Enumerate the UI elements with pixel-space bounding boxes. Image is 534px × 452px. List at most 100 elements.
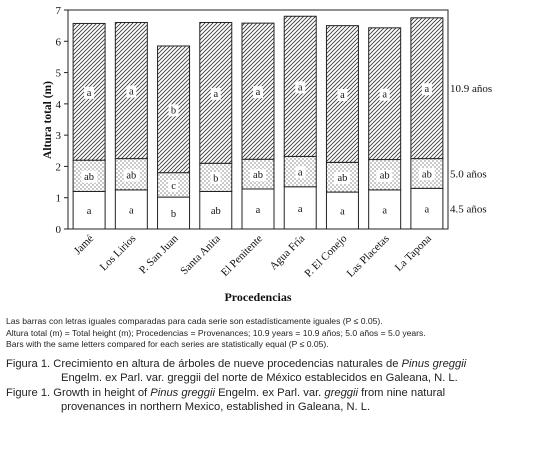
data-label-bg xyxy=(334,172,351,185)
caption-en-mid: Engelm. ex Parl. var. xyxy=(214,386,325,399)
data-label: ab xyxy=(84,172,94,183)
data-label: ab xyxy=(126,170,136,181)
x-tick-label: El Penitente xyxy=(219,233,265,279)
data-label: b xyxy=(171,209,176,220)
data-label: ab xyxy=(211,206,221,217)
data-label-bg xyxy=(81,170,98,183)
data-label-bg xyxy=(421,203,432,216)
data-label-bg xyxy=(84,86,95,99)
data-label-bg xyxy=(126,85,137,98)
data-label-bg xyxy=(168,208,179,221)
series-labels: 4.5 años 5.0 años 10.9 años xyxy=(450,83,492,215)
data-label-bg xyxy=(168,104,179,117)
data-label-bg xyxy=(421,83,432,96)
data-label: a xyxy=(129,205,134,216)
caption-en-variety: greggii xyxy=(324,386,358,399)
data-label: a xyxy=(298,204,303,215)
data-label-bg xyxy=(207,205,224,218)
x-tick-label: Las Placetas xyxy=(345,233,392,280)
data-label-bg xyxy=(376,169,393,182)
data-label: a xyxy=(425,205,430,216)
data-label: a xyxy=(213,89,218,100)
data-label-bg xyxy=(337,89,348,102)
data-label: a xyxy=(425,84,430,95)
data-label-bg xyxy=(295,202,306,215)
note-en: Bars with the same letters compared for … xyxy=(6,339,329,349)
data-label-bg xyxy=(295,81,306,94)
data-label: a xyxy=(298,168,303,179)
data-label-bg xyxy=(84,205,95,218)
y-tick-label: 6 xyxy=(56,36,62,48)
data-label-bg xyxy=(418,168,435,181)
series-label: 5.0 años xyxy=(450,168,487,180)
data-label: b xyxy=(171,105,176,116)
caption-en-post: from nine natural xyxy=(358,386,446,399)
caption-en-label: Figure 1. xyxy=(6,386,51,399)
series-label: 10.9 años xyxy=(450,83,492,95)
data-label: a xyxy=(256,87,261,98)
data-label-bg xyxy=(250,169,266,182)
y-tick-label: 7 xyxy=(56,5,62,17)
x-axis-title: Procedencias xyxy=(224,290,291,304)
data-label: ab xyxy=(422,169,432,180)
caption-area: Las barras con letras iguales comparadas… xyxy=(6,316,530,415)
figure-caption-es: Figura 1. Crecimiento en altura de árbol… xyxy=(6,357,530,386)
series-label: 4.5 años xyxy=(450,204,487,216)
caption-en-pre: Growth in height of xyxy=(50,386,151,399)
data-label-bg xyxy=(126,204,137,217)
data-label-bg xyxy=(123,169,140,182)
x-tick-label: P. San Juan xyxy=(137,232,181,276)
data-label: a xyxy=(382,90,387,101)
caption-es-post: Engelm. ex Parl. var. greggii del norte … xyxy=(61,372,458,384)
data-label: a xyxy=(382,205,387,216)
data-label: a xyxy=(298,82,303,93)
data-label: a xyxy=(340,90,345,101)
figure-caption-en: Figure 1. Growth in height of Pinus greg… xyxy=(6,386,530,415)
data-label-bg xyxy=(210,87,221,100)
data-label: a xyxy=(340,207,345,218)
bar-segment xyxy=(410,17,444,160)
data-label-bg xyxy=(295,166,306,179)
x-tick-label: Jamé xyxy=(72,233,97,258)
data-label: ab xyxy=(337,173,347,184)
bar-segment xyxy=(72,190,106,230)
y-axis: 0 1 2 3 4 5 6 7 xyxy=(56,5,68,236)
data-label: a xyxy=(87,88,92,99)
data-label: ab xyxy=(380,171,390,182)
y-tick-label: 2 xyxy=(56,161,62,173)
data-label: c xyxy=(171,181,176,192)
x-tick-label: Santa Anita xyxy=(178,233,223,278)
x-tick-label: Los Lirios xyxy=(98,233,139,274)
caption-en-line2: provenances in northern Mexico, establis… xyxy=(61,401,371,413)
y-tick-label: 0 xyxy=(56,224,62,236)
data-label: ab xyxy=(253,170,263,181)
note-translation: Altura total (m) = Total height (m); Pro… xyxy=(6,327,426,338)
x-tick-label: La Tapona xyxy=(393,233,434,274)
caption-es-label: Figura 1. xyxy=(6,357,51,370)
y-axis-title: Altura total (m) xyxy=(42,81,54,159)
x-tick-label: Agua Fría xyxy=(268,233,308,273)
caption-es-pre: Crecimiento en altura de árboles de nuev… xyxy=(50,357,402,370)
data-label-bg xyxy=(253,86,263,99)
data-label-bg xyxy=(168,179,179,192)
caption-en-species: Pinus greggii xyxy=(150,386,215,399)
data-label-bg xyxy=(253,203,263,216)
x-tick-label: P. El Conejo xyxy=(302,232,350,280)
y-tick-label: 5 xyxy=(56,68,62,80)
data-label: a xyxy=(256,205,261,216)
data-label-bg xyxy=(210,172,221,185)
note-es: Las barras con letras iguales comparadas… xyxy=(6,316,383,326)
data-label-bg xyxy=(337,205,348,218)
data-label: a xyxy=(87,206,92,217)
data-label-bg xyxy=(379,88,390,101)
caption-es-species: Pinus greggii xyxy=(401,357,467,370)
y-tick-label: 3 xyxy=(56,130,62,142)
y-tick-label: 1 xyxy=(56,193,62,205)
data-label: a xyxy=(129,87,134,98)
data-label-bg xyxy=(379,204,390,217)
y-tick-label: 4 xyxy=(56,99,62,111)
data-label: b xyxy=(213,173,218,184)
